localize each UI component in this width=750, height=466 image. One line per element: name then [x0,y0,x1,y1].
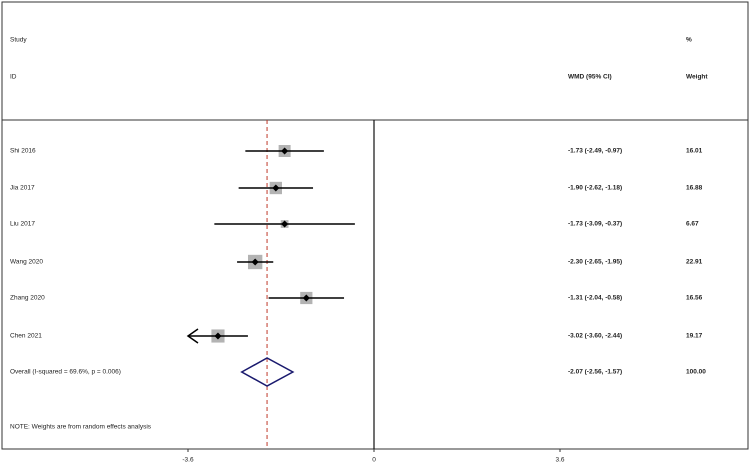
overall-weight-label: 100.00 [686,369,706,376]
x-tick-label: 0 [372,457,376,464]
effect-label: -3.02 (-3.60, -2.44) [568,333,622,340]
effect-label: -1.73 (-3.09, -0.37) [568,221,622,228]
weight-label: 22.91 [686,259,703,266]
study-label: Jia 2017 [10,185,35,192]
note: NOTE: Weights are from random effects an… [10,424,152,431]
effect-label: -2.30 (-2.65, -1.95) [568,259,622,266]
weight-label: 6.67 [686,221,699,228]
pct-header: % [686,37,692,44]
ci-arrow [186,328,199,344]
overall-label: Overall (I-squared = 69.6%, p = 0.006) [10,369,121,376]
point-estimate [281,220,289,228]
study-label: Liu 2017 [10,221,35,228]
study-label: Wang 2020 [10,259,43,266]
effect-label: -1.31 (-2.04, -0.58) [568,295,622,302]
weight-label: 19.17 [686,333,703,340]
weight-label: 16.88 [686,185,703,192]
point-estimate [272,184,280,192]
weight-label: 16.01 [686,148,703,155]
effect-header: WMD (95% CI) [568,74,612,81]
study-label: Zhang 2020 [10,295,45,302]
effect-label: -1.90 (-2.62, -1.18) [568,185,622,192]
id-header: ID [10,74,17,81]
point-estimate [302,294,310,302]
weight-label: 16.56 [686,295,703,302]
overall-diamond [240,357,295,387]
point-estimate [281,147,289,155]
study-header: Study [10,37,27,44]
weight-header: Weight [686,74,708,81]
x-tick-label: -3.6 [182,457,194,464]
study-label: Chen 2021 [10,333,42,340]
overall-effect-label: -2.07 (-2.56, -1.57) [568,369,622,376]
point-estimate [251,258,259,266]
point-estimate [214,332,222,340]
effect-label: -1.73 (-2.49, -0.97) [568,148,622,155]
frame [1,1,749,450]
x-tick-label: 3.6 [555,457,564,464]
study-label: Shi 2016 [10,148,36,155]
